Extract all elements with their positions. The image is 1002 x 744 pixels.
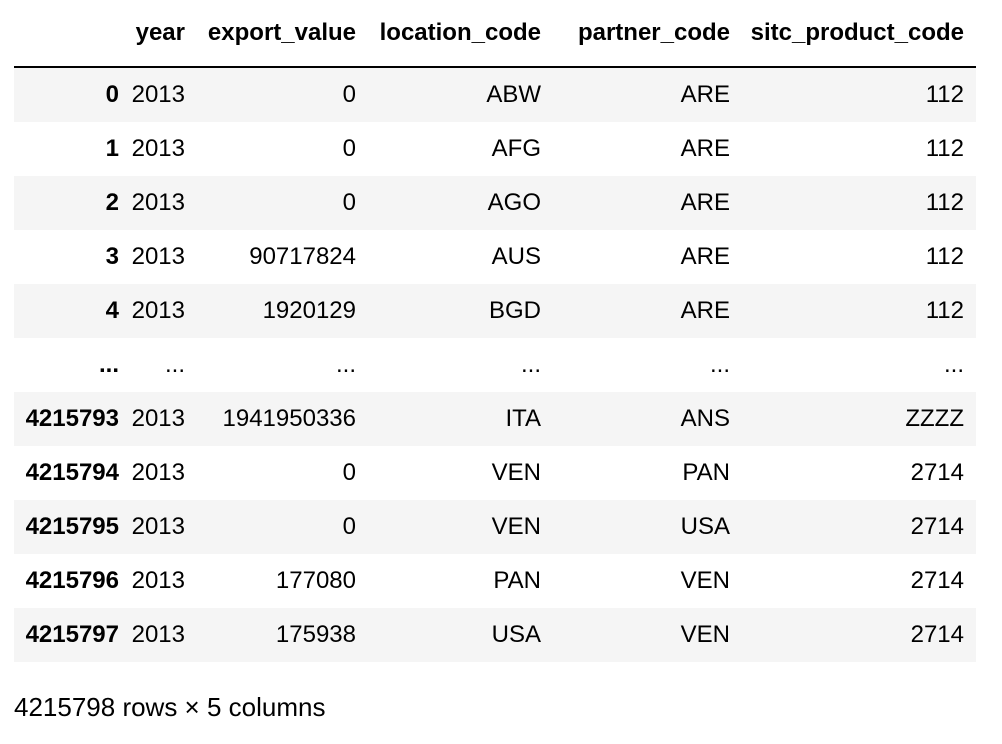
cell-sitc-product-code: 112: [925, 243, 964, 270]
cell-sitc-product-code: ZZZZ: [905, 405, 964, 432]
column-header-year: year: [131, 0, 197, 68]
column-header-export-value: export_value: [197, 0, 368, 68]
table-row: 2 2013 0 AGO ARE 112: [14, 176, 976, 230]
cell-export-value: 0: [342, 189, 356, 216]
cell-export-value: 0: [342, 513, 356, 540]
row-index: 3: [105, 243, 119, 270]
cell-year: 2013: [131, 243, 185, 270]
cell-location-code: AFG: [491, 135, 541, 162]
cell-export-value: 1941950336: [222, 405, 356, 432]
cell-partner-code: ARE: [680, 135, 730, 162]
cell-sitc-product-code: ...: [943, 351, 964, 378]
cell-location-code: AGO: [487, 189, 541, 216]
cell-sitc-product-code: 112: [925, 135, 964, 162]
cell-location-code: ABW: [486, 81, 541, 108]
cell-partner-code: ...: [709, 351, 730, 378]
table-header: year export_value location_code partner_…: [14, 0, 976, 68]
cell-year: 2013: [131, 135, 185, 162]
table-body: 0 2013 0 ABW ARE 112 1 2013 0 AFG ARE 112 2 2013 0 AGO A…: [14, 67, 976, 662]
cell-partner-code: ARE: [680, 243, 730, 270]
cell-location-code: ...: [520, 351, 541, 378]
cell-partner-code: ANS: [680, 405, 730, 432]
dataframe-output: year export_value location_code partner_…: [14, 0, 976, 722]
shape-summary: 4215798 rows × 5 columns: [14, 692, 326, 722]
table-row: 4215797 2013 175938 USA VEN 2714: [14, 608, 976, 662]
cell-sitc-product-code: 112: [925, 297, 964, 324]
cell-location-code: PAN: [493, 567, 541, 594]
cell-location-code: AUS: [491, 243, 541, 270]
cell-partner-code: VEN: [680, 567, 730, 594]
cell-year: ...: [164, 351, 185, 378]
row-index: 2: [105, 189, 119, 216]
index-header: [14, 0, 131, 68]
cell-sitc-product-code: 2714: [910, 567, 964, 594]
cell-sitc-product-code: 2714: [910, 459, 964, 486]
cell-location-code: VEN: [491, 513, 541, 540]
cell-location-code: ITA: [505, 405, 541, 432]
row-index: 1: [105, 135, 119, 162]
cell-export-value: ...: [335, 351, 356, 378]
cell-year: 2013: [131, 405, 185, 432]
cell-partner-code: PAN: [682, 459, 730, 486]
dataframe-table: year export_value location_code partner_…: [14, 0, 976, 662]
table-row: 4215794 2013 0 VEN PAN 2714: [14, 446, 976, 500]
cell-export-value: 177080: [275, 567, 356, 594]
table-row: 1 2013 0 AFG ARE 112: [14, 122, 976, 176]
cell-export-value: 0: [342, 81, 356, 108]
cell-export-value: 175938: [275, 621, 356, 648]
row-index: ...: [98, 351, 119, 378]
table-row: 0 2013 0 ABW ARE 112: [14, 67, 976, 122]
cell-year: 2013: [131, 459, 185, 486]
cell-export-value: 0: [342, 135, 356, 162]
cell-year: 2013: [131, 621, 185, 648]
cell-year: 2013: [131, 567, 185, 594]
cell-partner-code: ARE: [680, 81, 730, 108]
row-index: 4: [105, 297, 119, 324]
table-row: 4 2013 1920129 BGD ARE 112: [14, 284, 976, 338]
table-row: 4215793 2013 1941950336 ITA ANS ZZZZ: [14, 392, 976, 446]
row-index: 4215794: [25, 459, 119, 486]
cell-export-value: 90717824: [249, 243, 356, 270]
table-row: 4215796 2013 177080 PAN VEN 2714: [14, 554, 976, 608]
column-header-location-code: location_code: [368, 0, 553, 68]
cell-sitc-product-code: 2714: [910, 621, 964, 648]
cell-sitc-product-code: 112: [925, 81, 964, 108]
row-index: 4215795: [25, 513, 119, 540]
cell-partner-code: USA: [680, 513, 730, 540]
cell-partner-code: VEN: [680, 621, 730, 648]
row-index: 0: [105, 81, 119, 108]
row-index: 4215797: [25, 621, 119, 648]
cell-partner-code: ARE: [680, 297, 730, 324]
table-row: 4215795 2013 0 VEN USA 2714: [14, 500, 976, 554]
cell-location-code: USA: [491, 621, 541, 648]
table-row: 3 2013 90717824 AUS ARE 112: [14, 230, 976, 284]
cell-year: 2013: [131, 189, 185, 216]
cell-year: 2013: [131, 513, 185, 540]
cell-year: 2013: [131, 297, 185, 324]
cell-partner-code: ARE: [680, 189, 730, 216]
row-index: 4215796: [25, 567, 119, 594]
cell-year: 2013: [131, 81, 185, 108]
column-header-sitc-product-code: sitc_product_code: [742, 0, 976, 68]
cell-sitc-product-code: 112: [925, 189, 964, 216]
table-row: ..................: [14, 338, 976, 392]
cell-export-value: 0: [342, 459, 356, 486]
cell-sitc-product-code: 2714: [910, 513, 964, 540]
cell-location-code: BGD: [488, 297, 541, 324]
header-row: year export_value location_code partner_…: [14, 0, 976, 68]
column-header-partner-code: partner_code: [553, 0, 742, 68]
cell-location-code: VEN: [491, 459, 541, 486]
cell-export-value: 1920129: [262, 297, 356, 324]
row-index: 4215793: [25, 405, 119, 432]
